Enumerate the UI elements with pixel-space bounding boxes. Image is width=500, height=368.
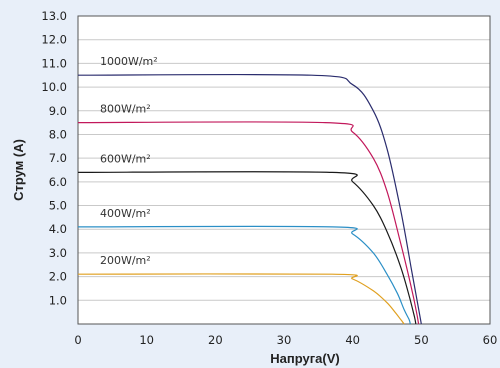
y-tick-label: 2.0 xyxy=(49,270,67,284)
x-tick-label: 50 xyxy=(414,333,429,347)
series-line-0 xyxy=(77,73,422,325)
series-label: 600W/m² xyxy=(100,152,151,165)
y-tick-label: 1.0 xyxy=(49,293,67,307)
y-tick-label: 5.0 xyxy=(49,199,67,213)
x-tick-labels: 0 10 20 30 40 50 60 xyxy=(74,333,497,347)
series-line-4 xyxy=(77,273,405,325)
series-labels: 1000W/m² 800W/m² 600W/m² 400W/m² 200W/m² xyxy=(100,55,158,267)
y-tick-labels: 1.0 2.0 3.0 4.0 5.0 6.0 7.0 8.0 9.0 10.0 11.0 12.0 1… xyxy=(41,9,67,307)
y-tick-label: 8.0 xyxy=(49,127,67,141)
y-tick-label: 7.0 xyxy=(49,151,67,165)
series-line-1 xyxy=(77,121,420,325)
series-label: 200W/m² xyxy=(100,254,151,267)
y-tick-label: 4.0 xyxy=(49,222,67,236)
x-tick-label: 30 xyxy=(277,333,292,347)
series-line-3 xyxy=(77,225,411,325)
series-line-2 xyxy=(77,171,417,325)
y-tick-label: 12.0 xyxy=(41,33,67,47)
series-curves xyxy=(77,73,422,325)
y-tick-label: 13.0 xyxy=(41,9,67,23)
plot-frame xyxy=(77,15,491,325)
series-label: 400W/m² xyxy=(100,207,151,220)
y-tick-label: 3.0 xyxy=(49,246,67,260)
y-tick-label: 9.0 xyxy=(49,104,67,118)
y-axis-label: Струм (A) xyxy=(11,139,26,201)
x-tick-label: 0 xyxy=(74,333,81,347)
x-tick-label: 10 xyxy=(139,333,154,347)
x-tick-label: 20 xyxy=(208,333,223,347)
x-tick-label: 60 xyxy=(483,333,498,347)
grid-lines xyxy=(78,15,490,301)
x-axis-label: Напруга(V) xyxy=(270,351,339,366)
series-label: 1000W/m² xyxy=(100,55,158,68)
y-tick-label: 6.0 xyxy=(49,175,67,189)
y-tick-label: 10.0 xyxy=(41,80,67,94)
y-tick-label: 11.0 xyxy=(41,56,67,70)
x-tick-label: 40 xyxy=(345,333,360,347)
plot-area xyxy=(78,16,490,324)
series-label: 800W/m² xyxy=(100,103,151,116)
